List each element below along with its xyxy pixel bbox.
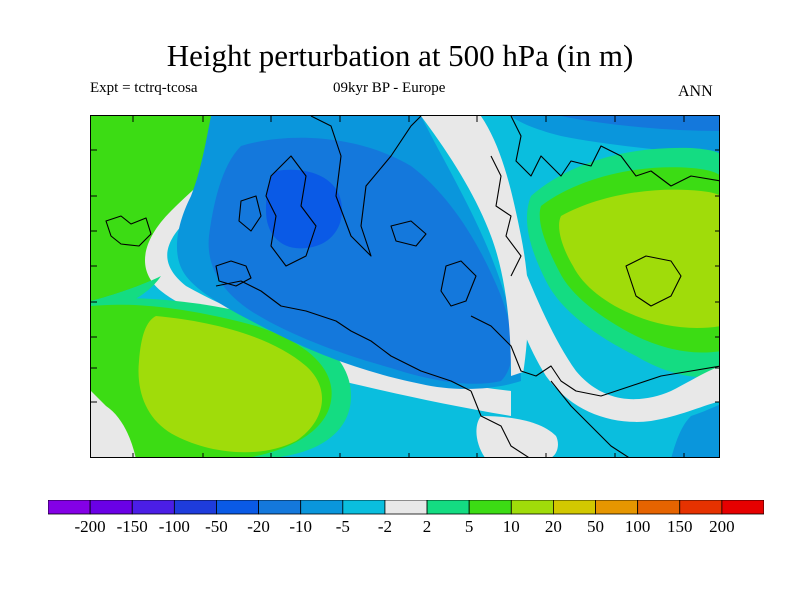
colorbar-label: -20 xyxy=(247,517,270,536)
colorbar-swatch xyxy=(553,500,596,515)
field-blue-ne xyxy=(561,116,719,131)
coastline-east xyxy=(490,155,522,277)
coastline-iberia xyxy=(215,280,472,392)
season-label: ANN xyxy=(678,83,713,100)
field-yellowgreen-ne xyxy=(559,189,719,328)
colorbar-swatch xyxy=(426,500,470,515)
chart-title: Height perturbation at 500 hPa (in m) xyxy=(166,38,634,73)
field-gray-n xyxy=(421,116,530,376)
coastlines xyxy=(105,116,719,457)
axis-ticks xyxy=(91,116,719,457)
colorbar-label: -100 xyxy=(158,517,190,536)
colorbar-label: -10 xyxy=(289,517,313,536)
colorbar xyxy=(48,500,764,515)
colorbar-swatch xyxy=(48,500,91,515)
colorbar-label: -200 xyxy=(74,517,106,536)
coastline-iceland xyxy=(215,260,252,287)
colorbar-label: -5 xyxy=(335,517,350,536)
coastline-arabia xyxy=(550,380,629,457)
colorbar-swatch xyxy=(300,500,344,515)
experiment-label: Expt = tctrq-tcosa xyxy=(90,80,198,96)
colorbar-label: 5 xyxy=(464,517,474,536)
coastline-blacksea xyxy=(440,260,477,307)
colorbar-swatch xyxy=(679,500,723,515)
field-yellowgreen-sw xyxy=(138,316,323,453)
coastline-ne xyxy=(510,116,719,187)
colorbar-swatch xyxy=(258,500,302,515)
period-region-label: 09kyr BP - Europe xyxy=(333,80,446,96)
colorbar-swatch xyxy=(721,500,764,515)
colorbar-swatch xyxy=(510,500,554,515)
coastline-baltic xyxy=(390,220,427,247)
coastline-britain xyxy=(265,155,317,267)
field-gray-sw-edge xyxy=(91,391,136,457)
colorbar-swatch xyxy=(173,500,217,515)
colorbar-label: 20 xyxy=(544,517,562,536)
colorbar-labels: -200 -150 -100 -50 -20 -10 -5 -2 2 5 10 20 50 100 150 2… xyxy=(0,517,800,539)
coastline-caspian xyxy=(625,255,682,307)
colorbar-swatch xyxy=(468,500,512,515)
colorbar-label: -2 xyxy=(377,517,393,536)
coastline-greenland xyxy=(105,215,152,247)
coastline-scandinavia xyxy=(310,116,422,257)
colorbar-swatch xyxy=(384,500,428,515)
coastline-ireland xyxy=(238,195,262,232)
field-lightblue-se xyxy=(671,404,719,457)
colorbar-swatch xyxy=(89,500,133,515)
coastline-med xyxy=(470,315,719,397)
colorbar-label: 200 xyxy=(709,517,735,536)
colorbar-label: 100 xyxy=(624,517,651,536)
colorbar-label: 10 xyxy=(502,517,520,536)
field-gray-s xyxy=(476,416,558,457)
colorbar-swatch xyxy=(637,500,681,515)
contour-map xyxy=(90,115,720,458)
colorbar-swatch xyxy=(216,500,259,515)
coastline-africa xyxy=(470,390,529,457)
colorbar-label: 2 xyxy=(422,517,432,536)
field-gray-se xyxy=(501,236,719,422)
colorbar-label: 50 xyxy=(587,517,605,536)
colorbar-label: 150 xyxy=(667,517,693,536)
colorbar-label: -50 xyxy=(205,517,228,536)
colorbar-label: -150 xyxy=(116,517,148,536)
colorbar-swatch xyxy=(131,500,175,515)
colorbar-swatch xyxy=(342,500,386,515)
colorbar-swatch xyxy=(595,500,639,515)
field-darkblue-center xyxy=(266,169,342,249)
